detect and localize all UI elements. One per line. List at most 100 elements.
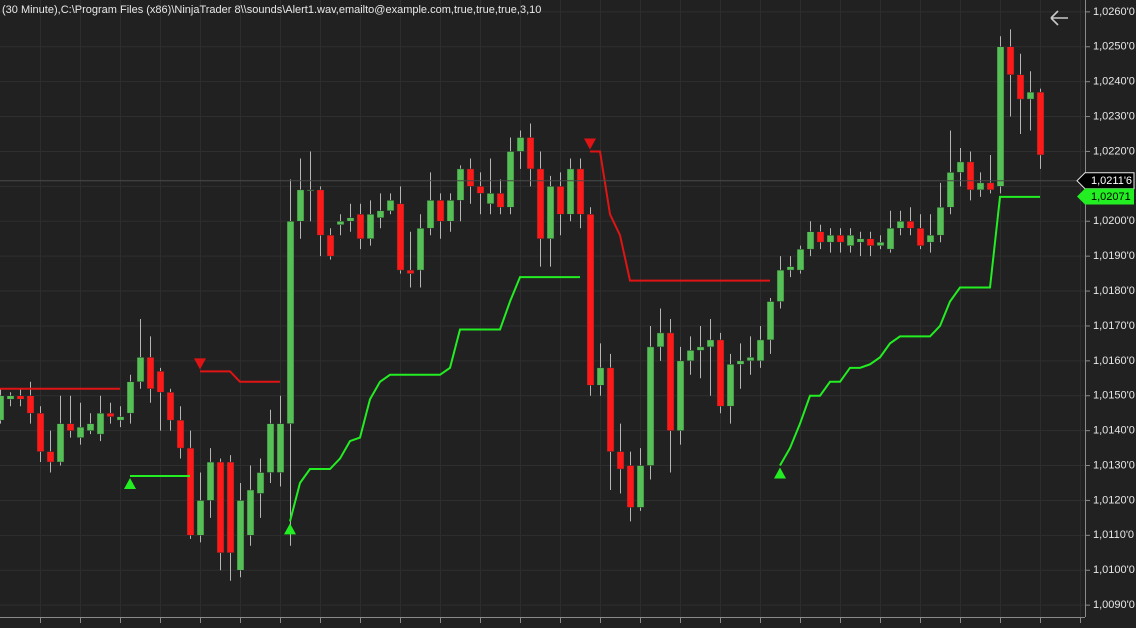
y-tick-label: 1,0240'0 xyxy=(1093,76,1135,88)
candle-body xyxy=(236,500,245,571)
candle-body xyxy=(576,168,585,215)
y-tick-label: 1,0160'0 xyxy=(1093,355,1135,367)
candle-body xyxy=(166,392,175,421)
candle-body xyxy=(216,461,225,554)
candle-body xyxy=(926,234,935,243)
candle-body xyxy=(776,269,785,302)
candle-body xyxy=(426,200,435,229)
candle-body xyxy=(706,339,715,348)
candle-body xyxy=(1006,46,1015,75)
long-signal xyxy=(774,467,786,479)
candle-body xyxy=(616,451,625,470)
candle-body xyxy=(96,412,105,435)
candle-body xyxy=(26,395,35,414)
candle-body xyxy=(836,234,845,243)
candle-body xyxy=(286,221,295,424)
candle-body xyxy=(346,217,355,222)
candle-body xyxy=(56,423,65,463)
y-tick-label: 1,0100'0 xyxy=(1093,564,1135,576)
candle-body xyxy=(476,186,485,194)
candle-body xyxy=(66,423,75,431)
candle-body xyxy=(876,241,885,246)
candle-body xyxy=(986,182,995,191)
candle-body xyxy=(226,461,235,554)
y-tick-label: 1,0180'0 xyxy=(1093,285,1135,297)
candle-body xyxy=(86,423,95,431)
candle-body xyxy=(816,231,825,243)
y-tick-label: 1,0170'0 xyxy=(1093,320,1135,332)
stop-line xyxy=(130,195,1040,522)
candle-body xyxy=(46,451,55,463)
back-arrow xyxy=(1050,10,1068,26)
candle-body xyxy=(36,412,45,452)
candle-body xyxy=(966,161,975,191)
candle-body xyxy=(456,168,465,201)
candle-body xyxy=(946,172,955,208)
candle-body xyxy=(296,189,305,222)
candle-body xyxy=(656,332,665,348)
candle-body xyxy=(646,346,655,466)
candle-body xyxy=(486,193,495,205)
stop-line xyxy=(0,150,770,390)
candle-body xyxy=(826,234,835,243)
candle-body xyxy=(606,367,615,452)
candle-body xyxy=(976,182,985,191)
short-signal xyxy=(584,138,596,150)
candle-body xyxy=(856,238,865,243)
candle-body xyxy=(306,189,315,192)
candle-body xyxy=(1026,91,1035,100)
candle-body xyxy=(866,238,875,246)
candle-body xyxy=(516,137,525,152)
candle-body xyxy=(406,269,415,274)
short-signal xyxy=(194,358,206,370)
plot xyxy=(0,0,1090,623)
candle-body xyxy=(256,472,265,494)
candle-body xyxy=(936,207,945,236)
candle-body xyxy=(556,186,565,215)
stop-price-box xyxy=(1077,188,1134,205)
candle-body xyxy=(176,419,185,449)
candle-body xyxy=(1016,74,1025,100)
candle-body xyxy=(846,234,855,246)
candle-body xyxy=(526,137,535,170)
candle-body xyxy=(566,168,575,215)
candle-body xyxy=(336,221,345,225)
long-signal xyxy=(284,523,296,535)
candle-body xyxy=(116,416,125,421)
y-tick-label: 1,0200'0 xyxy=(1093,215,1135,227)
chart-title: (30 Minute),C:\Program Files (x86)\Ninja… xyxy=(2,4,541,16)
candle-body xyxy=(676,360,685,431)
candle-body xyxy=(276,423,285,473)
candle-body xyxy=(106,412,115,417)
candle-body xyxy=(666,332,675,431)
candle-body xyxy=(766,301,775,341)
candle-body xyxy=(796,248,805,271)
candle-body xyxy=(896,221,905,229)
long-signal xyxy=(124,478,136,490)
candle-body xyxy=(906,221,915,229)
candle-body xyxy=(716,339,725,407)
candle-body xyxy=(596,367,605,386)
y-tick-label: 1,0220'0 xyxy=(1093,145,1135,157)
candle-body xyxy=(506,151,515,208)
y-tick-label: 1,0120'0 xyxy=(1093,494,1135,506)
back-button[interactable] xyxy=(1046,6,1074,30)
candle-body xyxy=(996,46,1005,187)
candle-body xyxy=(186,447,195,536)
candle-body xyxy=(196,500,205,536)
candle-body xyxy=(396,203,405,271)
stop-price-label: 1,02071 xyxy=(1091,191,1131,203)
candle-body xyxy=(146,357,155,390)
candle-body xyxy=(726,364,735,407)
candle-body xyxy=(586,214,595,386)
candle-body xyxy=(416,227,425,271)
y-tick-label: 1,0190'0 xyxy=(1093,250,1135,262)
candle-body xyxy=(6,395,15,400)
y-tick-label: 1,0130'0 xyxy=(1093,459,1135,471)
candle-body xyxy=(76,426,85,438)
last-price-label: 1,0211'6 xyxy=(1091,175,1132,187)
candle-body xyxy=(636,465,645,508)
candle-body xyxy=(696,346,705,351)
